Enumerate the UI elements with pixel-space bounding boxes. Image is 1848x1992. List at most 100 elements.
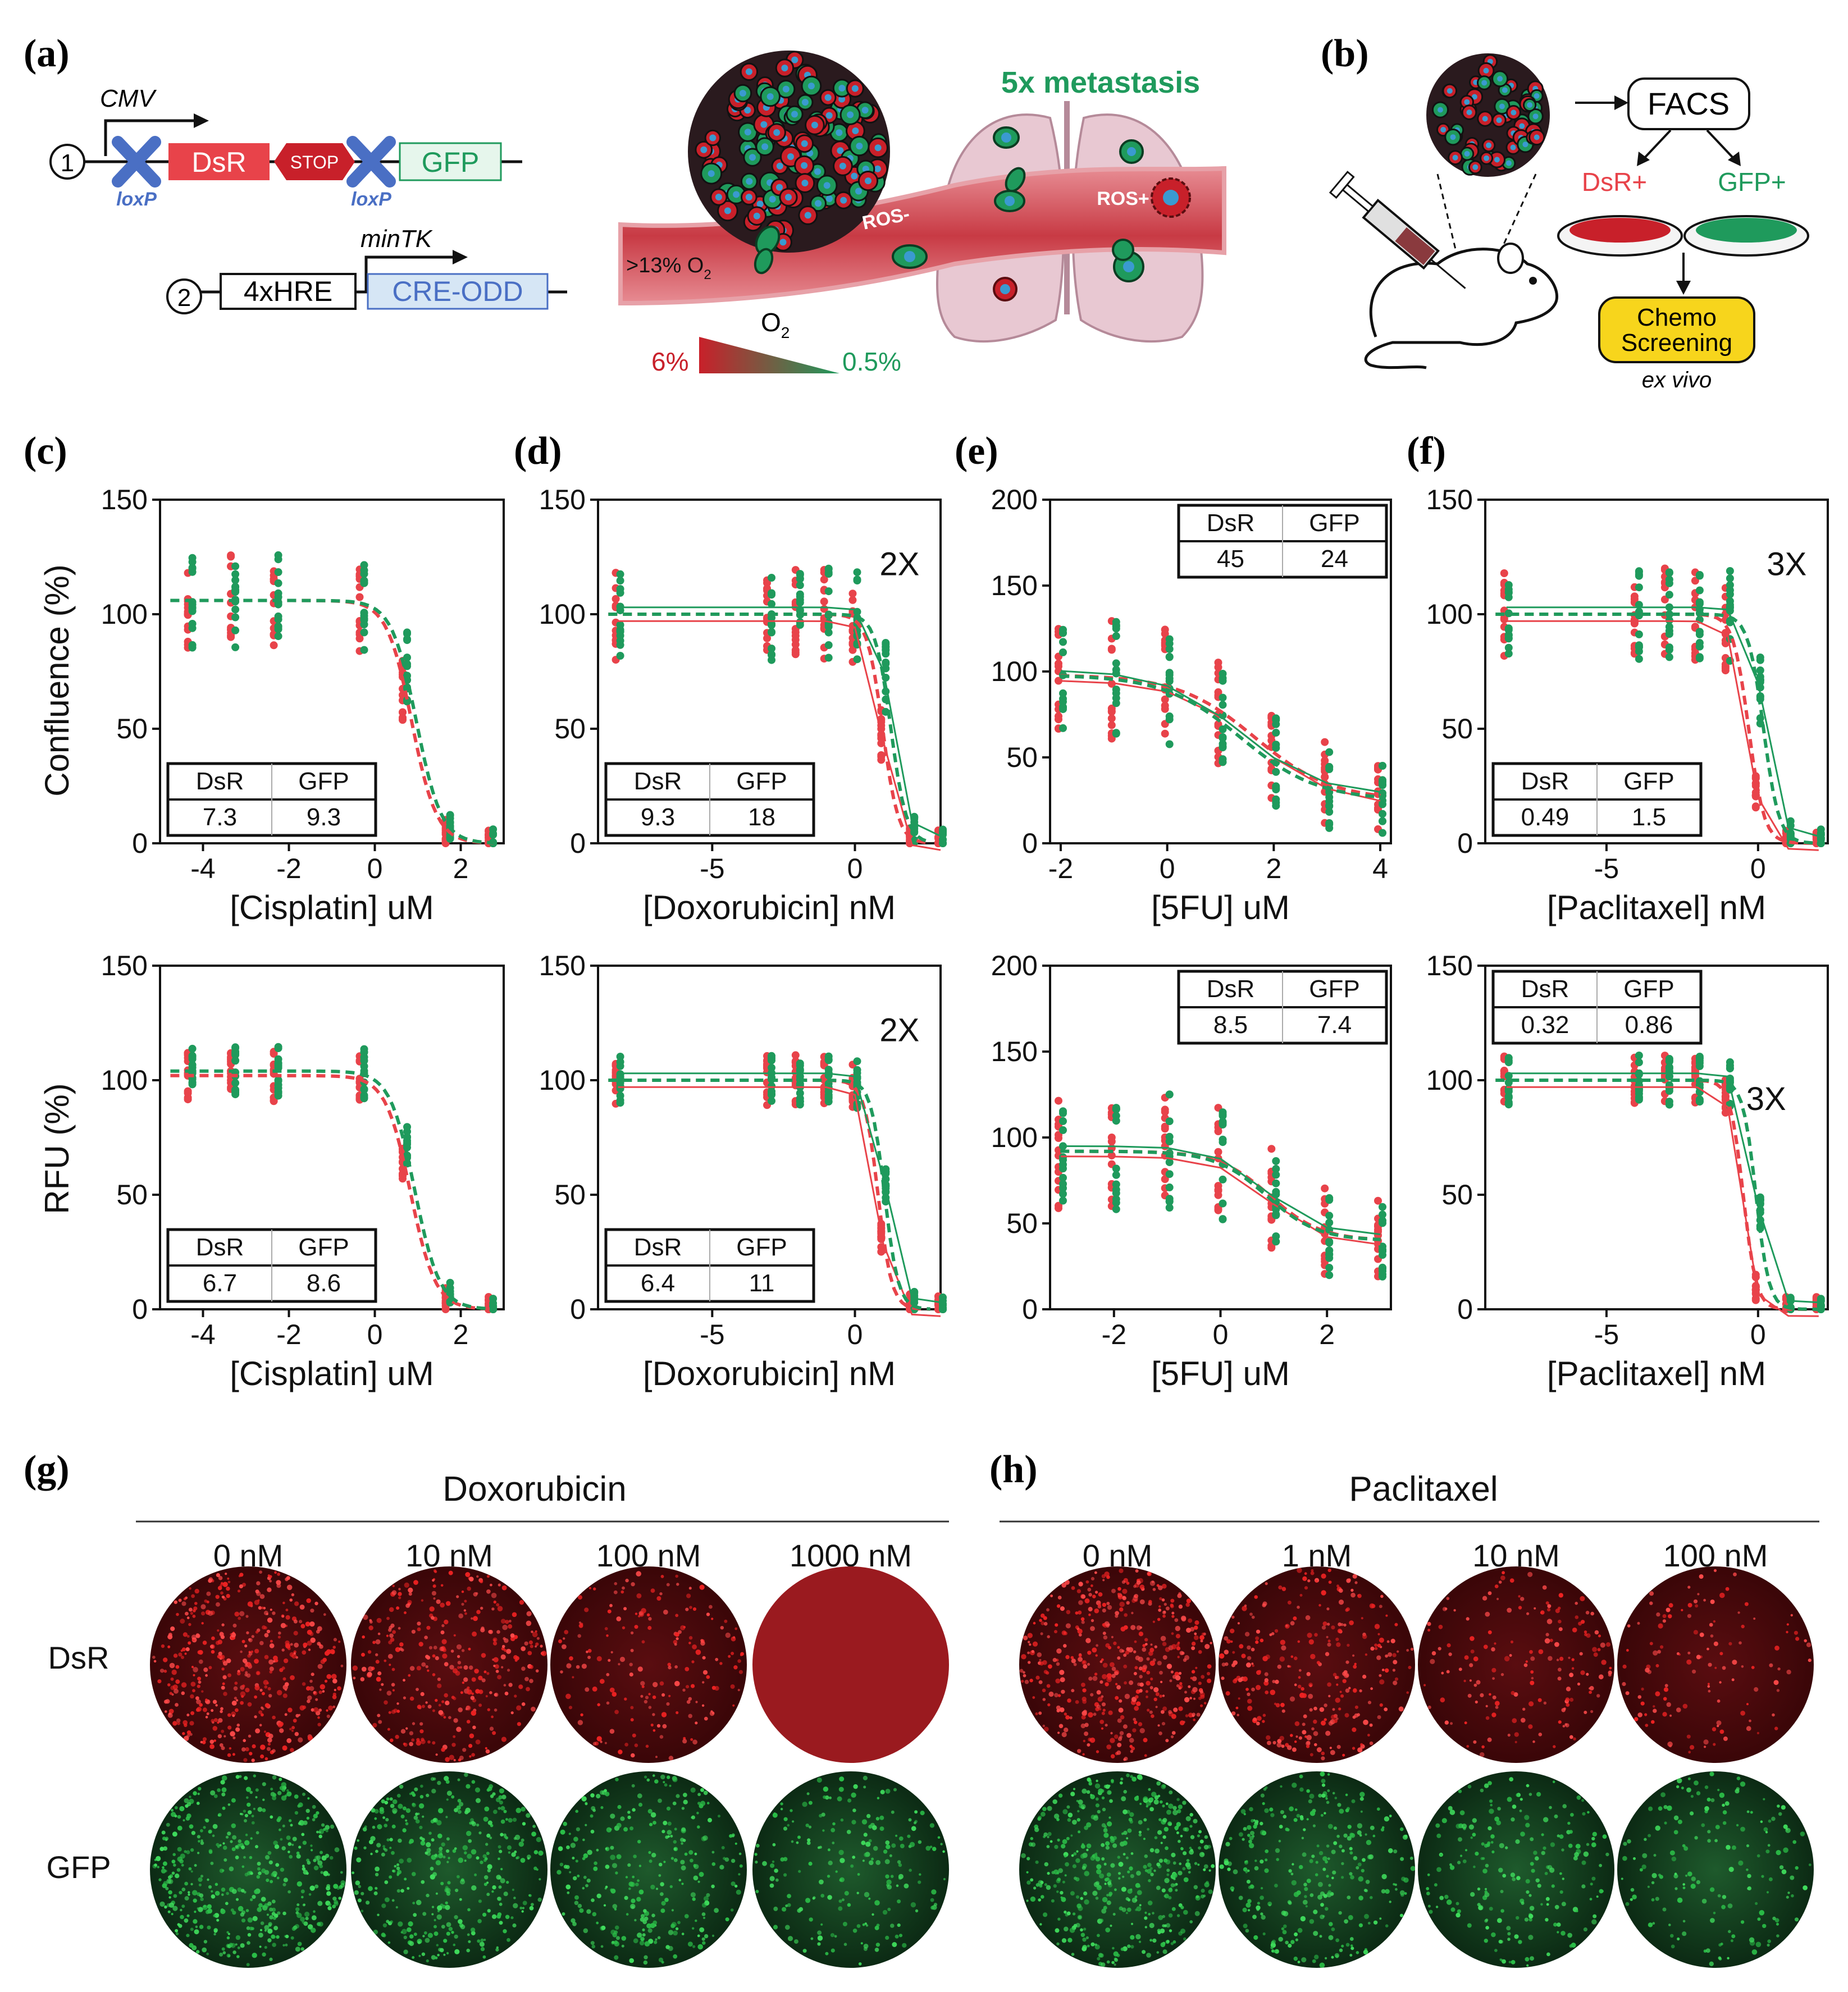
- cell-dot: [438, 1710, 444, 1715]
- data-point: [768, 1082, 775, 1090]
- cell-dot: [466, 1720, 471, 1724]
- cell-dot: [787, 1894, 791, 1898]
- cell-dot: [188, 1607, 193, 1612]
- cell-dot: [227, 1753, 231, 1757]
- cell-dot: [1153, 1697, 1157, 1701]
- x-tick-label: -2: [276, 853, 301, 884]
- cell-dot: [176, 1718, 181, 1723]
- cell-dot: [1161, 1722, 1166, 1726]
- cell-dot: [465, 1708, 468, 1711]
- cell-dot: [382, 1934, 386, 1938]
- cell-dot: [432, 1673, 436, 1676]
- cell-dot: [590, 1793, 595, 1798]
- cell-dot: [688, 1636, 693, 1640]
- cell-dot: [296, 1881, 302, 1887]
- cell-dot: [493, 1657, 499, 1662]
- cell-dot: [279, 1778, 282, 1781]
- cell-dot: [175, 1703, 179, 1707]
- cell-dot: [471, 1617, 473, 1620]
- data-point: [1272, 767, 1280, 776]
- cell-dot: [231, 1823, 236, 1829]
- cell-dot: [865, 1924, 869, 1927]
- cell-dot: [269, 1643, 275, 1648]
- cell-dot: [246, 1963, 250, 1967]
- cell-dot: [865, 1842, 871, 1847]
- cell-dot: [718, 1815, 720, 1818]
- tumor-cell-nucleus: [852, 127, 859, 134]
- data-point: [1055, 715, 1062, 724]
- cell-dot: [697, 1934, 700, 1938]
- cell-dot: [659, 1592, 663, 1596]
- cell-dot: [607, 1609, 612, 1614]
- data-point: [1325, 1196, 1334, 1204]
- cell-dot: [426, 1893, 430, 1898]
- cell-dot: [868, 1839, 872, 1843]
- cell-dot: [724, 1619, 728, 1623]
- cell-dot: [253, 1807, 255, 1810]
- cell-dot: [780, 1857, 784, 1862]
- cell-dot: [459, 1802, 464, 1807]
- cell-dot: [470, 1927, 476, 1932]
- data-point: [1630, 592, 1639, 601]
- cell-dot: [499, 1902, 503, 1906]
- cell-dot: [664, 1783, 668, 1787]
- data-point: [1161, 629, 1169, 638]
- panel-c-label: (c): [24, 430, 67, 473]
- cell-dot: [485, 1695, 488, 1698]
- cell-dot: [464, 1600, 467, 1603]
- cell-dot: [230, 1840, 233, 1843]
- data-point: [853, 577, 861, 584]
- cell-dot: [444, 1693, 448, 1698]
- cell-dot: [623, 1607, 627, 1611]
- x-axis-title: [5FU] uM: [1151, 1355, 1290, 1392]
- cell-dot: [468, 1665, 473, 1670]
- y-tick-label: 0: [1022, 828, 1038, 859]
- cell-dot: [314, 1884, 319, 1889]
- data-point: [616, 585, 624, 593]
- cell-dot: [524, 1676, 529, 1682]
- cell-dot: [193, 1919, 198, 1924]
- cell-dot: [244, 1664, 248, 1667]
- data-point: [1059, 638, 1067, 646]
- cell-dot: [262, 1952, 266, 1957]
- cell-dot: [381, 1852, 385, 1857]
- cell-dot: [822, 1829, 825, 1832]
- cell-dot: [496, 1875, 501, 1880]
- data-point: [1107, 704, 1116, 712]
- cell-dot: [441, 1747, 445, 1752]
- cell-dot: [483, 1883, 487, 1886]
- y-tick-label: 0: [1457, 828, 1473, 859]
- cell-dot: [310, 1637, 316, 1643]
- cell-dot: [269, 1957, 273, 1961]
- cell-dot: [566, 1663, 572, 1669]
- cell-dot: [319, 1644, 323, 1649]
- cell-dot: [244, 1819, 247, 1822]
- data-point: [1695, 628, 1704, 636]
- cell-dot: [171, 1871, 175, 1875]
- cell-dot: [500, 1654, 506, 1660]
- tumor-cell-nucleus: [739, 90, 746, 97]
- cell-dot: [293, 1719, 297, 1723]
- cell-dot: [914, 1821, 916, 1825]
- cell-dot: [783, 1873, 787, 1877]
- cell-dot: [1184, 1697, 1190, 1703]
- cell-dot: [650, 1723, 654, 1727]
- cell-dot: [874, 1948, 879, 1952]
- cell-dot: [898, 1836, 904, 1841]
- cell-dot: [827, 1875, 831, 1878]
- x-tick-label: 2: [1266, 853, 1281, 884]
- cell-dot: [701, 1937, 705, 1941]
- cell-dot: [341, 1883, 344, 1885]
- cell-dot: [200, 1740, 203, 1744]
- data-point: [1504, 1058, 1513, 1067]
- cell-dot: [527, 1651, 532, 1656]
- cell-dot: [686, 1700, 691, 1704]
- cell-dot: [471, 1677, 476, 1682]
- data-point: [796, 570, 804, 579]
- cell-dot: [852, 1929, 857, 1933]
- cell-dot: [731, 1636, 736, 1642]
- tumor-cell-nucleus: [851, 85, 859, 92]
- cell-dot: [409, 1742, 413, 1747]
- cell-dot: [646, 1613, 650, 1617]
